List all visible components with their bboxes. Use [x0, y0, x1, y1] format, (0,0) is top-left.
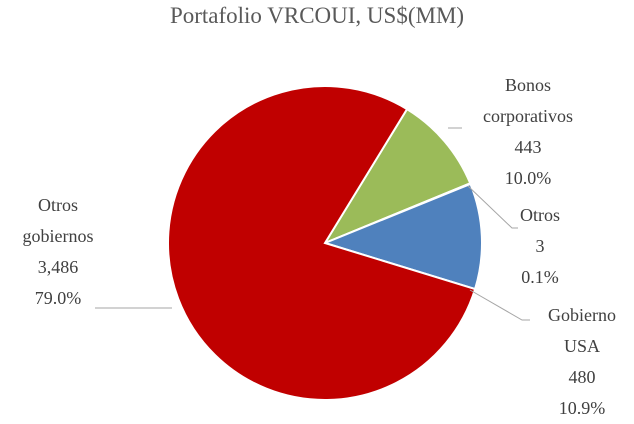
- leader-lines: [95, 127, 530, 321]
- pie-slice: [167, 85, 477, 401]
- value-label: 480: [568, 367, 596, 387]
- data-label: Gobierno USA 480 10.9%: [535, 300, 630, 424]
- pie-slice: [322, 107, 472, 246]
- pie-slice: [322, 182, 483, 291]
- category-name: Otros: [520, 205, 560, 225]
- data-label: Otros 3 0.1%: [500, 200, 580, 293]
- value-label: 3,486: [37, 257, 79, 277]
- leader-line: [467, 185, 518, 229]
- slices: [167, 85, 483, 401]
- data-label: Otros gobiernos 3,486 79.0%: [3, 190, 113, 314]
- category-name: Bonos corporativos: [483, 75, 573, 126]
- category-name: Otros gobiernos: [22, 195, 94, 246]
- percentage-label: 10.0%: [504, 168, 552, 188]
- value-label: 3: [535, 236, 545, 256]
- value-label: 443: [514, 137, 542, 157]
- data-label: Bonos corporativos 443 10.0%: [468, 70, 588, 194]
- percentage-label: 10.9%: [558, 398, 606, 418]
- percentage-label: 79.0%: [34, 288, 82, 308]
- percentage-label: 0.1%: [521, 267, 559, 287]
- chart-title: Portafolio VRCOUI, US$(MM): [169, 3, 465, 28]
- category-name: Gobierno USA: [548, 305, 616, 356]
- leader-line: [469, 289, 530, 321]
